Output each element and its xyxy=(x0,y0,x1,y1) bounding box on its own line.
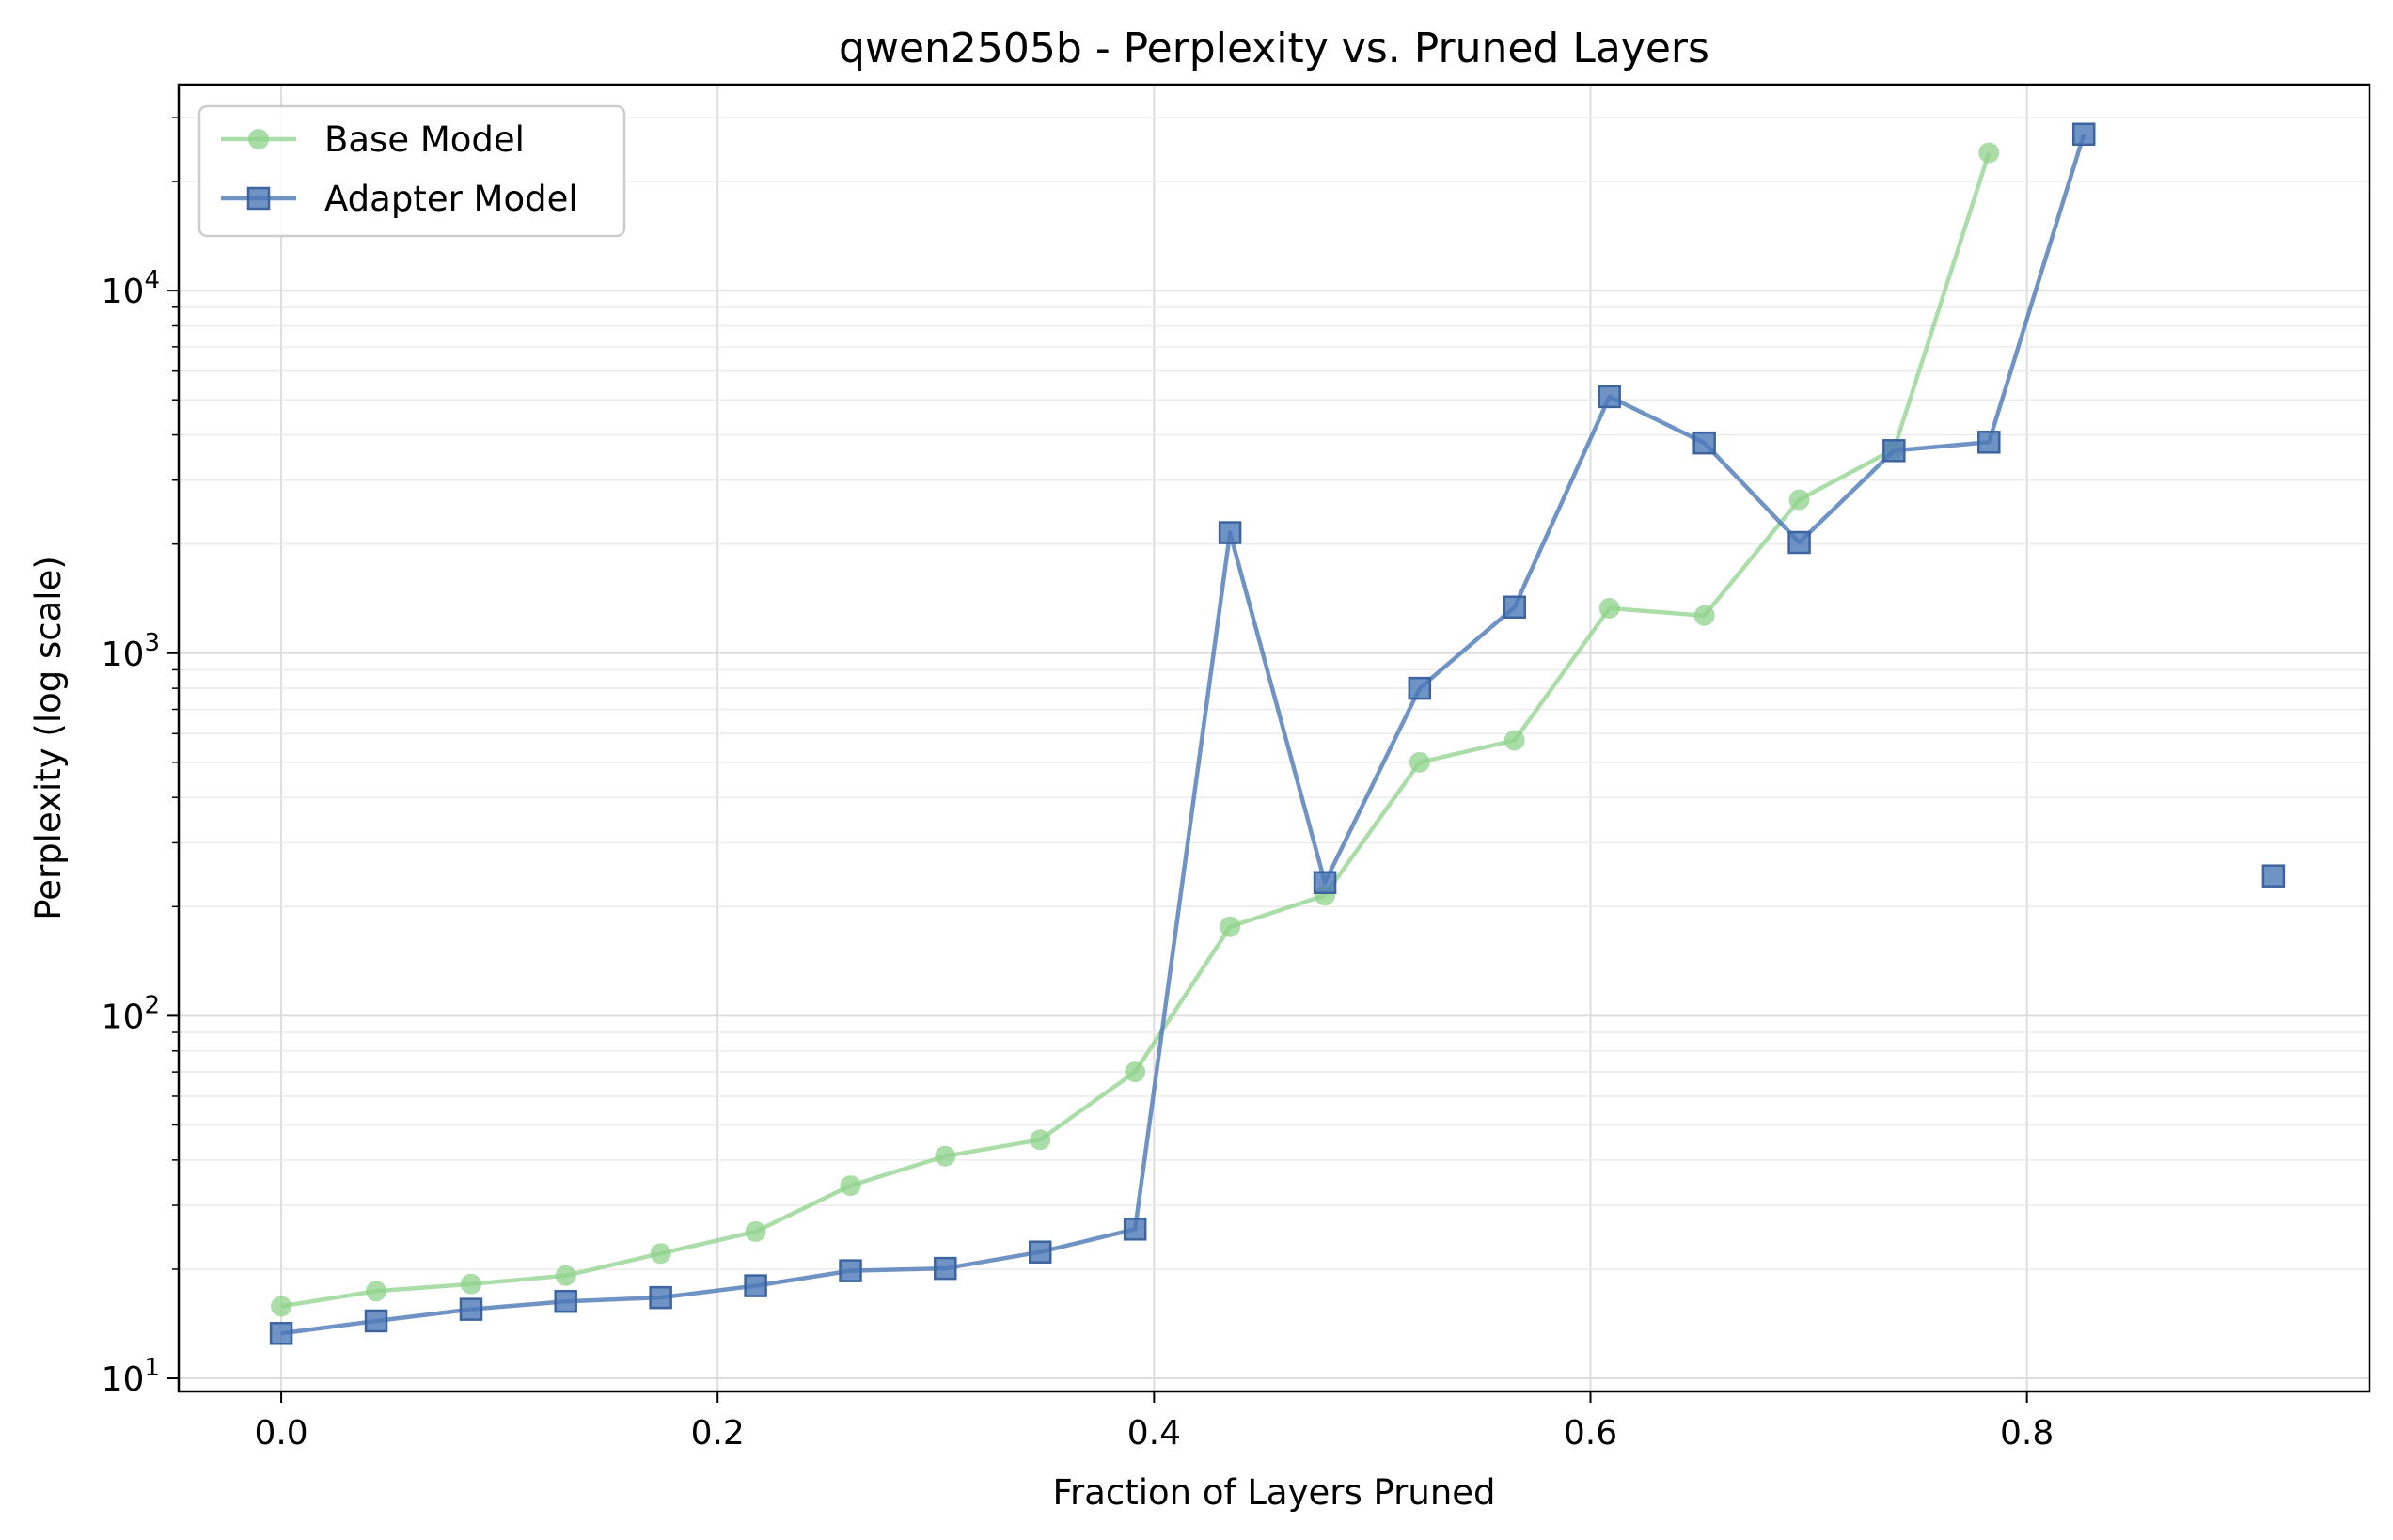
series-layer xyxy=(269,122,2286,1345)
adapter-point xyxy=(1598,385,1621,409)
adapter-point xyxy=(1408,676,1432,700)
base-point xyxy=(1503,730,1525,751)
x-tick-label: 0.8 xyxy=(2000,1414,2054,1453)
base-point xyxy=(1409,751,1430,773)
adapter-point xyxy=(1692,431,1716,455)
adapter-point xyxy=(269,1322,293,1345)
adapter-point xyxy=(934,1256,957,1281)
x-axis-label: Fraction of Layers Pruned xyxy=(1052,1472,1495,1513)
adapter-point xyxy=(2261,864,2286,888)
adapter-point xyxy=(744,1274,767,1297)
legend: Base Model Adapter Model xyxy=(197,104,626,238)
series-line-1 xyxy=(280,134,2086,1336)
base-point xyxy=(460,1273,481,1295)
base-point xyxy=(935,1145,956,1167)
adapter-point xyxy=(1882,439,1906,463)
base-point xyxy=(1978,142,2000,164)
legend-label-base: Base Model xyxy=(324,119,525,160)
chart-title: qwen2505b - Perplexity vs. Pruned Layers xyxy=(839,24,1709,72)
base-point xyxy=(650,1243,671,1265)
legend-marker-base xyxy=(248,129,269,149)
base-point xyxy=(745,1220,766,1242)
base-point xyxy=(1030,1129,1051,1151)
adapter-point xyxy=(1028,1240,1052,1264)
adapter-point xyxy=(2071,122,2096,147)
y-tick-label: 101 xyxy=(102,1354,160,1399)
base-point xyxy=(1788,489,1810,511)
x-tick-label: 0.0 xyxy=(254,1414,307,1453)
adapter-point xyxy=(649,1285,672,1310)
base-point xyxy=(555,1265,576,1286)
base-point xyxy=(1220,916,1241,937)
plot-frame xyxy=(177,83,2371,1393)
x-tick-label: 0.6 xyxy=(1564,1414,1617,1453)
adapter-point xyxy=(1218,521,1242,544)
y-tick-label: 103 xyxy=(102,629,160,674)
base-point xyxy=(1125,1061,1146,1083)
adapter-point xyxy=(1503,595,1526,619)
base-point xyxy=(271,1296,292,1317)
y-axis-label: Perplexity (log scale) xyxy=(28,556,69,920)
legend-marker-adapter xyxy=(246,186,271,211)
adapter-point xyxy=(459,1297,483,1321)
adapter-point xyxy=(1977,431,2001,454)
adapter-point xyxy=(554,1289,577,1313)
x-tick-label: 0.4 xyxy=(1127,1414,1181,1453)
base-point xyxy=(366,1281,387,1302)
base-point xyxy=(840,1175,861,1197)
x-tick-label: 0.2 xyxy=(691,1414,745,1453)
legend-box xyxy=(197,104,626,238)
adapter-point xyxy=(1313,871,1337,894)
y-tick-label: 104 xyxy=(102,266,160,311)
adapter-point xyxy=(1123,1218,1147,1241)
adapter-point xyxy=(364,1309,388,1333)
base-point xyxy=(1693,605,1715,626)
adapter-point xyxy=(839,1259,862,1282)
adapter-point xyxy=(1787,530,1811,555)
legend-label-adapter: Adapter Model xyxy=(324,179,578,219)
y-tick-label: 102 xyxy=(102,991,160,1036)
axis-ticks: 0.0 0.2 0.4 0.6 0.8 101 102 103 104 xyxy=(102,117,2054,1453)
base-point xyxy=(1598,597,1620,619)
